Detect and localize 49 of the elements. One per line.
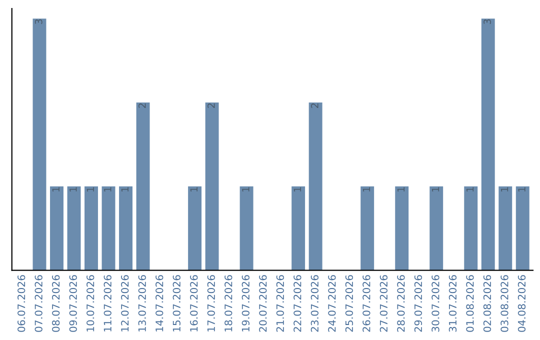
x-tick-label: 30.07.2026 <box>432 275 440 332</box>
data-label: 1 <box>104 187 112 192</box>
x-tick-label: 18.07.2026 <box>224 275 232 332</box>
x-tick-label: 13.07.2026 <box>138 275 146 332</box>
data-label: 3 <box>34 19 42 24</box>
x-tick-label: 22.07.2026 <box>294 275 302 332</box>
x-tick-label: 31.07.2026 <box>448 275 457 332</box>
x-tick-label: 29.07.2026 <box>414 275 422 332</box>
data-label: 2 <box>311 103 318 108</box>
x-tick-label: 26.07.2026 <box>362 275 370 332</box>
data-label: 1 <box>86 187 94 192</box>
x-tick-label: 08.07.2026 <box>52 275 60 332</box>
x-tick-label: 14.07.2026 <box>156 275 164 332</box>
x-tick-label: 06.07.2026 <box>18 275 26 332</box>
data-label: 1 <box>518 187 526 192</box>
data-label: 1 <box>397 187 405 192</box>
x-tick-label: 24.07.2026 <box>328 275 336 332</box>
data-label: 1 <box>432 187 440 192</box>
data-label: 2 <box>138 103 146 108</box>
data-label: 1 <box>294 187 301 192</box>
data-label: 3 <box>484 19 491 24</box>
data-label: 1 <box>121 187 128 192</box>
x-tick-label: 28.07.2026 <box>397 275 405 332</box>
x-tick-label: 04.08.2026 <box>518 275 526 332</box>
data-label: 1 <box>52 187 60 192</box>
x-tick-label: 21.07.2026 <box>276 275 284 332</box>
x-tick-label: 23.07.2026 <box>310 275 319 332</box>
x-tick-label: 15.07.2026 <box>172 275 180 332</box>
x-tick-label: 17.07.2026 <box>207 275 215 332</box>
x-tick-label: 07.07.2026 <box>34 275 42 332</box>
data-label: 2 <box>208 103 215 108</box>
data-label: 1 <box>466 187 474 192</box>
x-tick-label: 25.07.2026 <box>345 275 354 332</box>
data-label: 1 <box>242 187 250 192</box>
data-label: 1 <box>70 187 77 192</box>
x-tick-label: 09.07.2026 <box>69 275 77 332</box>
x-tick-label: 02.08.2026 <box>483 275 492 332</box>
x-tick-label: 12.07.2026 <box>121 275 129 332</box>
x-tick-label: 16.07.2026 <box>190 275 198 332</box>
x-tick-label: 01.08.2026 <box>466 275 474 332</box>
x-tick-label: 27.07.2026 <box>380 275 388 332</box>
data-label: 1 <box>362 187 370 192</box>
x-tick-label: 03.08.2026 <box>500 275 508 332</box>
data-label: 1 <box>500 187 508 192</box>
x-tick-label: 10.07.2026 <box>86 275 94 332</box>
x-tick-label: 19.07.2026 <box>242 275 250 332</box>
data-label: 1 <box>190 187 198 192</box>
x-tick-label: 11.07.2026 <box>104 275 112 332</box>
x-tick-label: 20.07.2026 <box>259 275 267 332</box>
